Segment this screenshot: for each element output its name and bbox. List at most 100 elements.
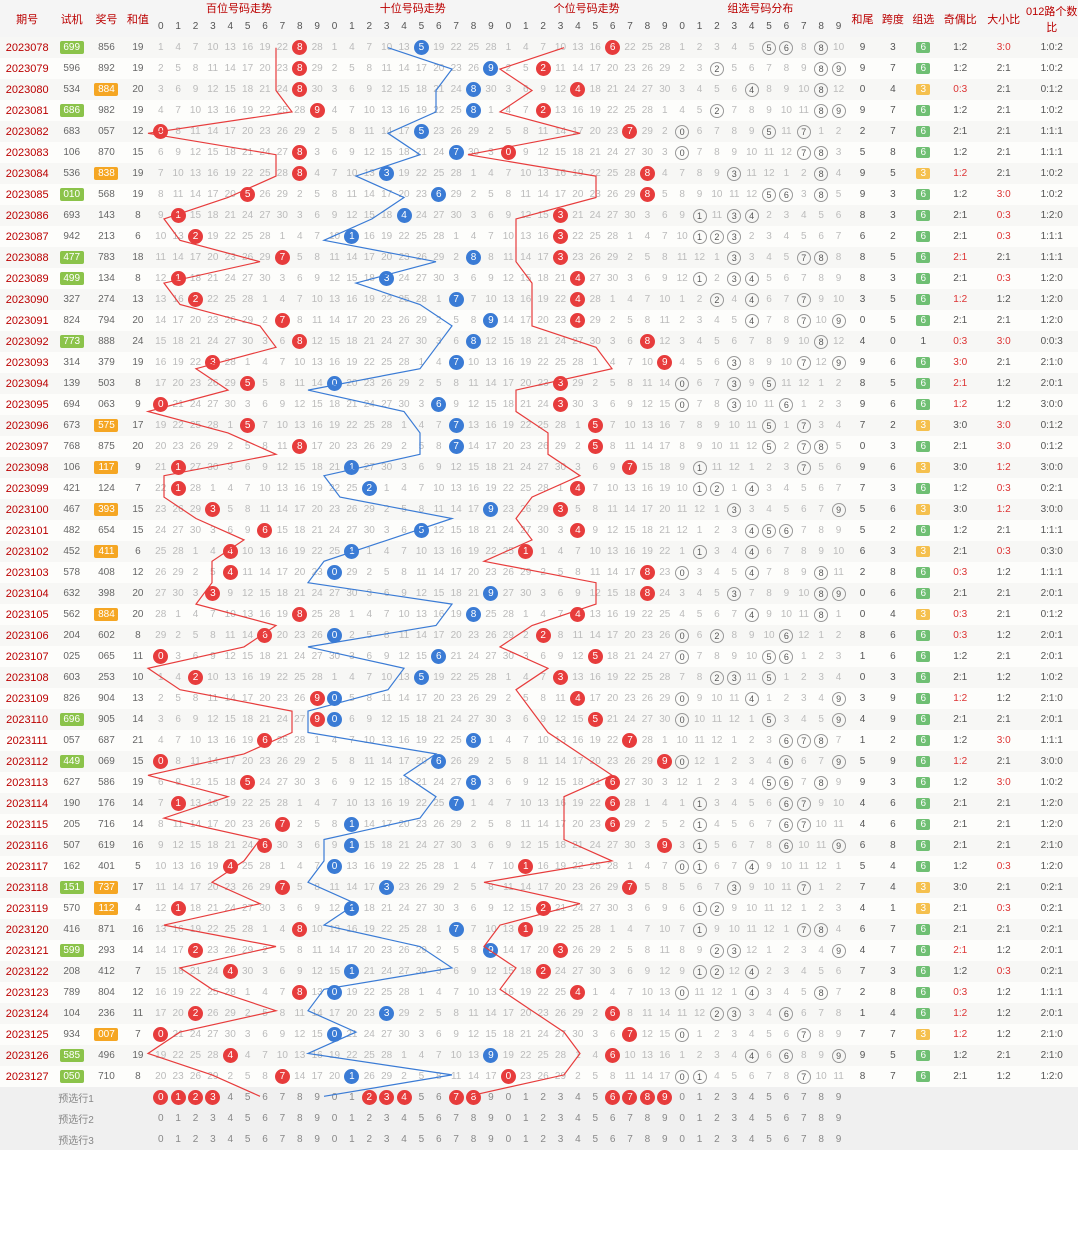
footer-digit[interactable]: 1 — [517, 1129, 534, 1150]
footer-digit[interactable]: 0 — [152, 1108, 169, 1129]
footer-digit[interactable]: 2 — [187, 1129, 204, 1150]
footer-digit[interactable]: 0 — [152, 1129, 169, 1150]
header-cell[interactable]: 期号 — [0, 0, 54, 37]
footer-digit[interactable]: 1 — [343, 1129, 360, 1150]
footer-digit[interactable]: 1 — [517, 1087, 534, 1108]
footer-digit[interactable]: 5 — [413, 1129, 430, 1150]
footer-digit[interactable]: 1 — [169, 1129, 186, 1150]
footer-digit[interactable]: 9 — [830, 1129, 847, 1150]
footer-digit[interactable]: 0 — [673, 1129, 690, 1150]
footer-digit[interactable]: 6 — [256, 1087, 273, 1108]
footer-digit[interactable]: 0 — [152, 1087, 169, 1108]
footer-digit[interactable]: 7 — [447, 1087, 464, 1108]
footer-digit[interactable]: 9 — [656, 1129, 673, 1150]
footer-digit[interactable]: 1 — [691, 1087, 708, 1108]
footer-digit[interactable]: 4 — [222, 1108, 239, 1129]
footer-digit[interactable]: 7 — [447, 1129, 464, 1150]
footer-digit[interactable]: 1 — [169, 1087, 186, 1108]
footer-digit[interactable]: 5 — [413, 1087, 430, 1108]
footer-digit[interactable]: 6 — [778, 1108, 795, 1129]
footer-digit[interactable]: 1 — [343, 1087, 360, 1108]
footer-digit[interactable]: 0 — [326, 1108, 343, 1129]
footer-digit[interactable]: 0 — [326, 1129, 343, 1150]
header-cell[interactable]: 和值 — [124, 0, 152, 37]
footer-digit[interactable]: 5 — [239, 1108, 256, 1129]
footer-digit[interactable]: 6 — [778, 1087, 795, 1108]
footer-digit[interactable]: 5 — [239, 1129, 256, 1150]
footer-digit[interactable]: 4 — [743, 1087, 760, 1108]
footer-digit[interactable]: 0 — [500, 1108, 517, 1129]
footer-digit[interactable]: 9 — [308, 1129, 325, 1150]
footer-digit[interactable]: 6 — [604, 1129, 621, 1150]
footer-digit[interactable]: 2 — [361, 1087, 378, 1108]
footer-digit[interactable]: 9 — [656, 1087, 673, 1108]
footer-digit[interactable]: 2 — [708, 1108, 725, 1129]
header-cell[interactable]: 试机 — [54, 0, 89, 37]
footer-digit[interactable]: 6 — [430, 1129, 447, 1150]
header-cell[interactable]: 组选 — [908, 0, 938, 37]
footer-digit[interactable]: 0 — [673, 1087, 690, 1108]
footer-digit[interactable]: 4 — [395, 1087, 412, 1108]
footer-digit[interactable]: 9 — [830, 1087, 847, 1108]
footer-digit[interactable]: 0 — [673, 1108, 690, 1129]
footer-digit[interactable]: 9 — [308, 1087, 325, 1108]
footer-digit[interactable]: 8 — [291, 1129, 308, 1150]
footer-digit[interactable]: 6 — [604, 1087, 621, 1108]
footer-digit[interactable]: 5 — [587, 1129, 604, 1150]
footer-digit[interactable]: 7 — [621, 1087, 638, 1108]
footer-digit[interactable]: 4 — [743, 1108, 760, 1129]
footer-digit[interactable]: 8 — [639, 1108, 656, 1129]
footer-digit[interactable]: 9 — [830, 1108, 847, 1129]
header-cell[interactable]: 组选号码分布 — [673, 0, 847, 16]
footer-digit[interactable]: 3 — [378, 1087, 395, 1108]
footer-digit[interactable]: 8 — [812, 1129, 829, 1150]
footer-digit[interactable]: 2 — [187, 1108, 204, 1129]
footer-digit[interactable]: 8 — [465, 1087, 482, 1108]
footer-digit[interactable]: 0 — [500, 1129, 517, 1150]
footer-digit[interactable]: 9 — [482, 1108, 499, 1129]
footer-digit[interactable]: 6 — [430, 1087, 447, 1108]
footer-digit[interactable]: 1 — [691, 1129, 708, 1150]
footer-digit[interactable]: 5 — [760, 1087, 777, 1108]
footer-digit[interactable]: 8 — [639, 1129, 656, 1150]
footer-digit[interactable]: 1 — [517, 1108, 534, 1129]
footer-digit[interactable]: 7 — [447, 1108, 464, 1129]
header-cell[interactable]: 和尾 — [847, 0, 877, 37]
footer-digit[interactable]: 1 — [169, 1108, 186, 1129]
footer-digit[interactable]: 2 — [534, 1129, 551, 1150]
header-cell[interactable]: 跨度 — [878, 0, 908, 37]
header-cell[interactable]: 个位号码走势 — [500, 0, 674, 16]
footer-digit[interactable]: 3 — [378, 1108, 395, 1129]
footer-digit[interactable]: 7 — [274, 1129, 291, 1150]
footer-digit[interactable]: 1 — [343, 1108, 360, 1129]
footer-digit[interactable]: 6 — [256, 1108, 273, 1129]
footer-digit[interactable]: 4 — [222, 1087, 239, 1108]
footer-digit[interactable]: 0 — [500, 1087, 517, 1108]
footer-digit[interactable]: 3 — [726, 1129, 743, 1150]
footer-digit[interactable]: 5 — [760, 1108, 777, 1129]
footer-digit[interactable]: 7 — [274, 1108, 291, 1129]
footer-digit[interactable]: 2 — [361, 1129, 378, 1150]
footer-digit[interactable]: 8 — [291, 1108, 308, 1129]
footer-digit[interactable]: 3 — [552, 1108, 569, 1129]
footer-digit[interactable]: 8 — [291, 1087, 308, 1108]
footer-digit[interactable]: 4 — [395, 1129, 412, 1150]
footer-digit[interactable]: 6 — [430, 1108, 447, 1129]
footer-digit[interactable]: 8 — [812, 1087, 829, 1108]
footer-digit[interactable]: 4 — [569, 1108, 586, 1129]
footer-digit[interactable]: 3 — [726, 1087, 743, 1108]
footer-digit[interactable]: 2 — [187, 1087, 204, 1108]
header-cell[interactable]: 012路个数比 — [1025, 0, 1078, 37]
footer-digit[interactable]: 9 — [482, 1129, 499, 1150]
footer-digit[interactable]: 8 — [465, 1129, 482, 1150]
footer-digit[interactable]: 8 — [639, 1087, 656, 1108]
footer-digit[interactable]: 2 — [534, 1108, 551, 1129]
footer-digit[interactable]: 3 — [204, 1129, 221, 1150]
footer-digit[interactable]: 6 — [778, 1129, 795, 1150]
header-cell[interactable]: 奇偶比 — [939, 0, 982, 37]
header-cell[interactable]: 大小比 — [982, 0, 1025, 37]
footer-digit[interactable]: 2 — [708, 1087, 725, 1108]
footer-digit[interactable]: 2 — [534, 1087, 551, 1108]
footer-digit[interactable]: 3 — [204, 1108, 221, 1129]
footer-digit[interactable]: 5 — [760, 1129, 777, 1150]
